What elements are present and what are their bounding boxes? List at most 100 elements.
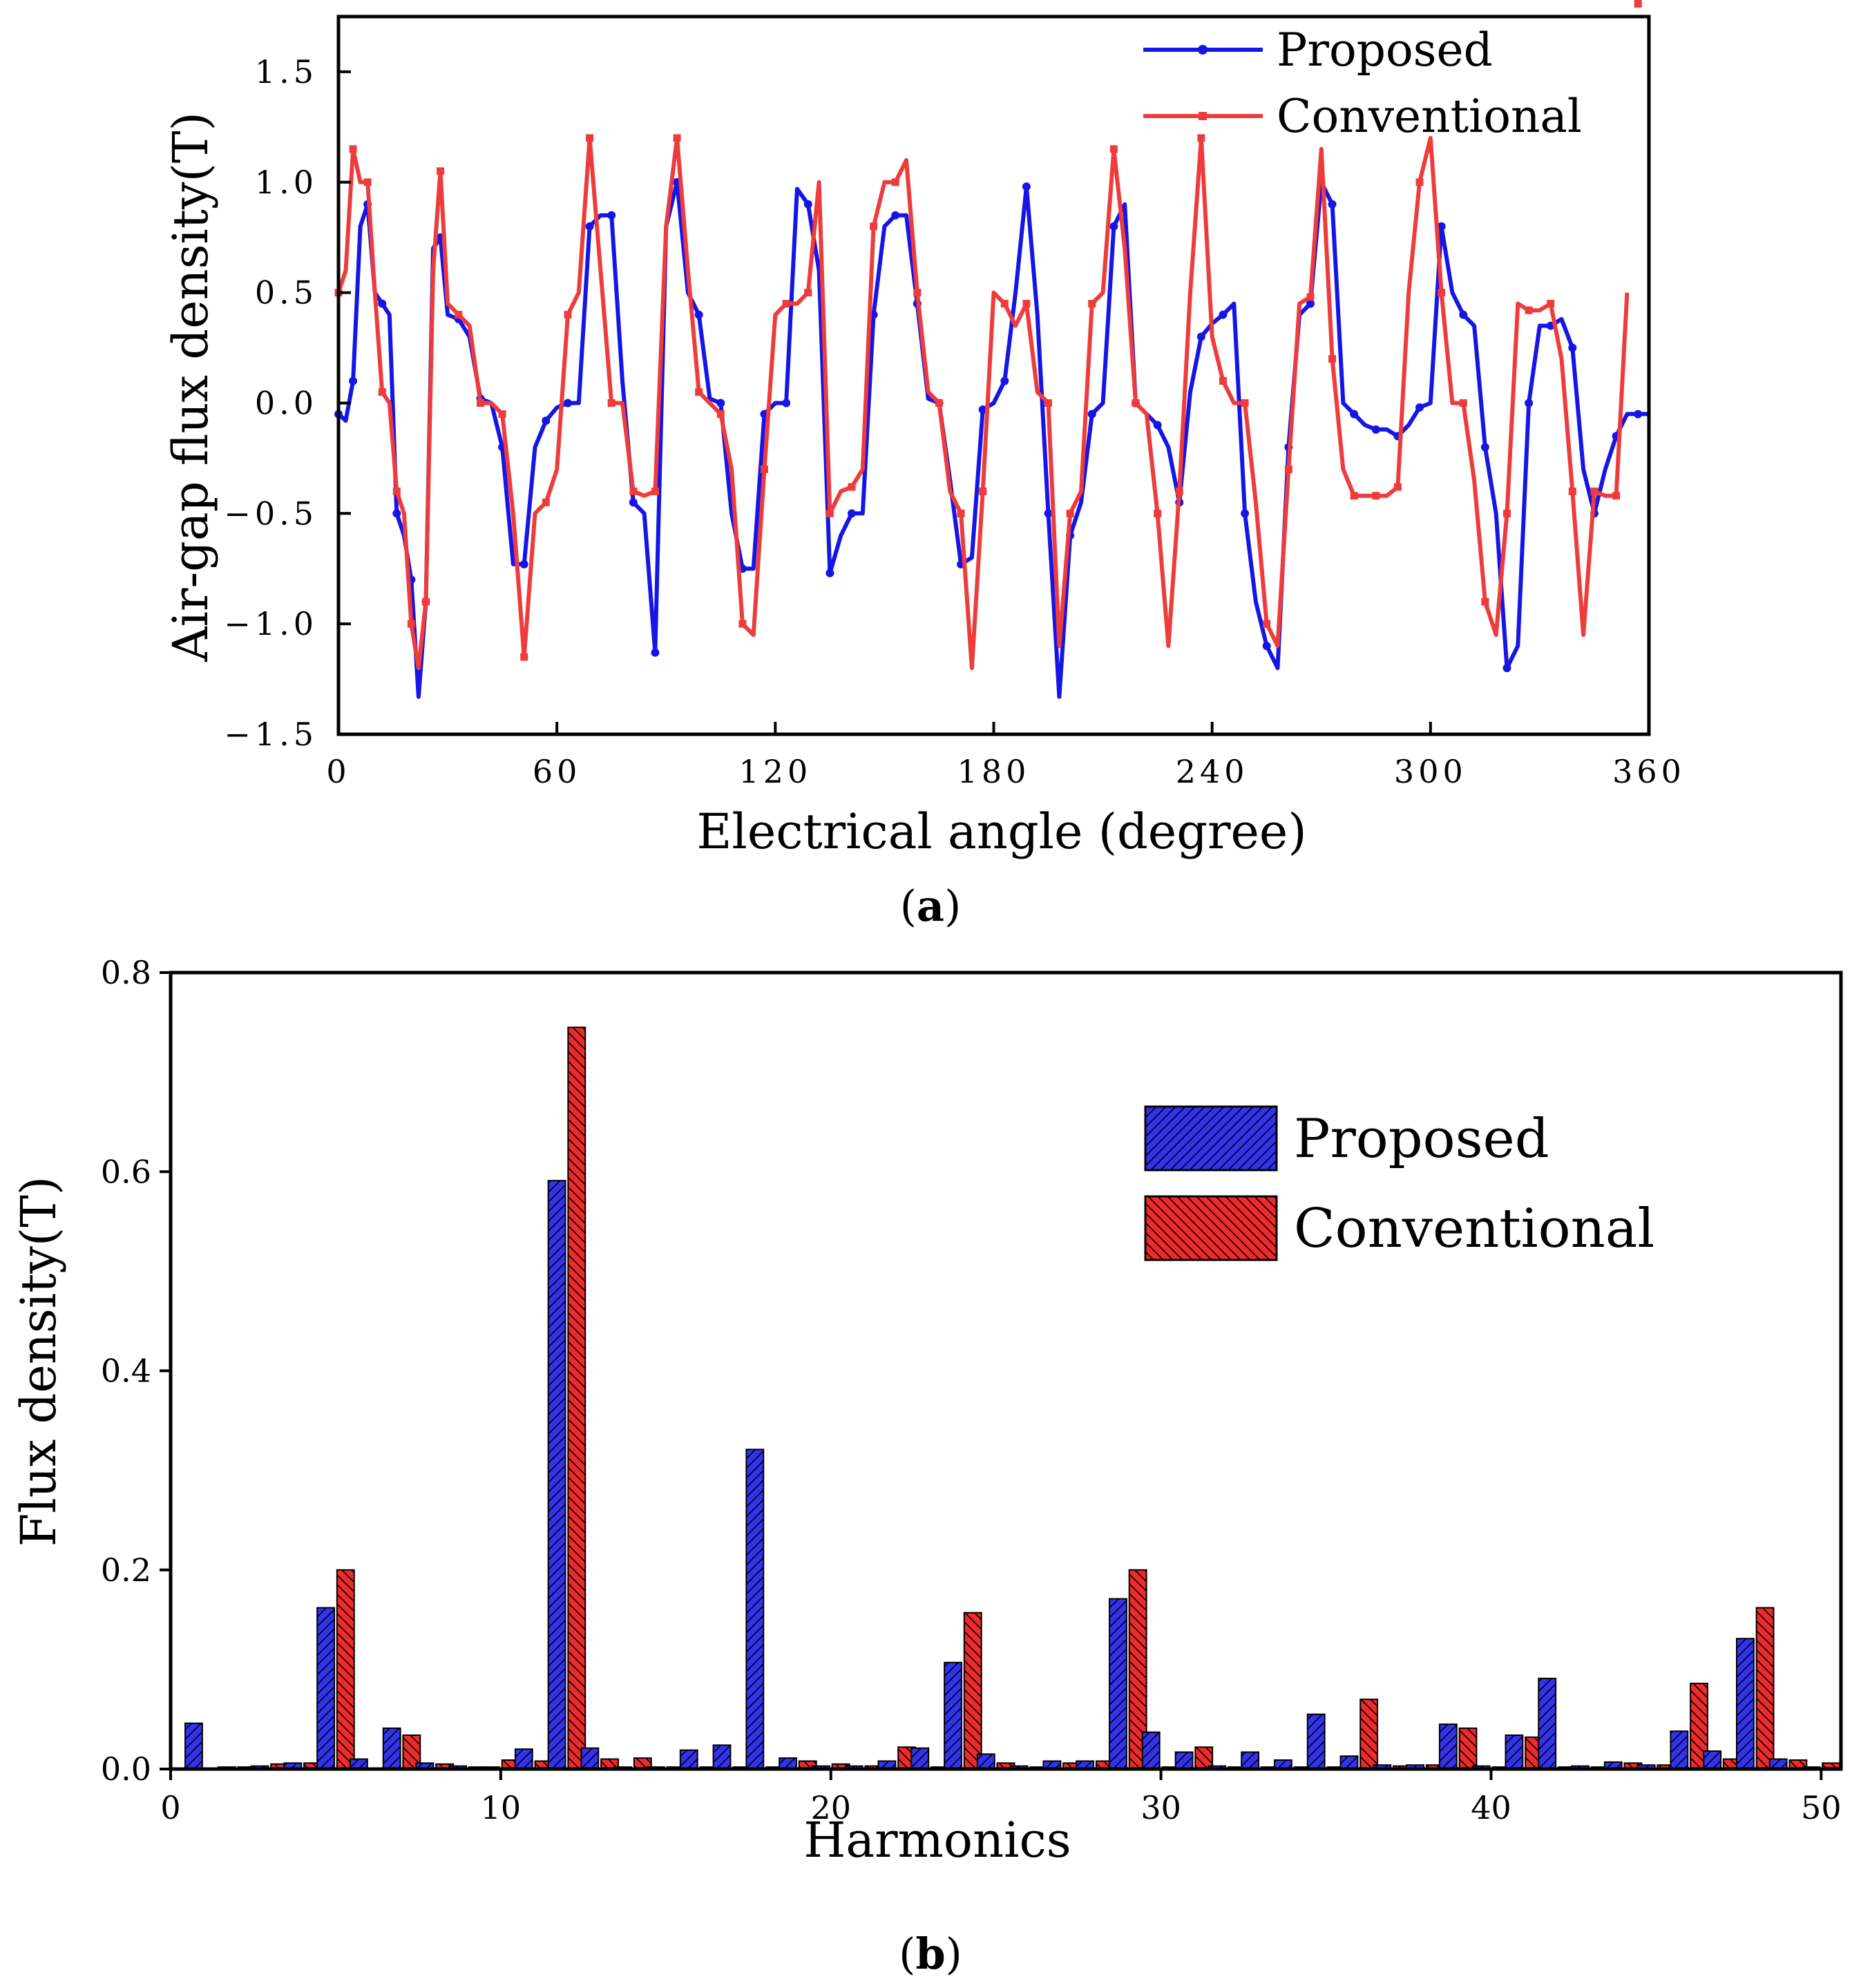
panel-b-y-axis-title: Flux density(T)	[10, 1176, 67, 1547]
panel-a-x-tick-label: 0	[326, 753, 350, 790]
panel-b-x-tick-label: 30	[1141, 1789, 1181, 1826]
panel-a-label: (a)	[900, 881, 962, 931]
panel-a-y-tick-label: 0.5	[255, 274, 318, 312]
panel-a-point-conventional	[979, 487, 987, 495]
panel-b-legend-label-conventional: Conventional	[1294, 1198, 1654, 1260]
panel-b-bar-hatch-proposed	[1637, 1765, 1655, 1769]
panel-a-point-conventional	[363, 178, 372, 187]
panel-b-legend-swatch-hatch-conventional	[1145, 1196, 1277, 1260]
panel-a-legend-label-conventional: Conventional	[1277, 90, 1582, 143]
panel-a-point-conventional	[1547, 300, 1555, 308]
panel-a-point-conventional	[564, 311, 572, 319]
panel-a-point-proposed	[978, 405, 987, 414]
panel-b-y-tick-label: 0.2	[101, 1551, 151, 1589]
panel-a-point-conventional	[782, 300, 790, 308]
panel-a-y-tick-label: 1.0	[255, 164, 318, 201]
panel-a-x-tick-label: 60	[533, 753, 582, 790]
panel-a-point-conventional	[1241, 399, 1249, 407]
panel-a-point-conventional	[498, 410, 506, 418]
panel-b-bar-hatch-proposed	[515, 1749, 533, 1769]
panel-a-line-chart: 0 60 120 180 240 300 360 −1.5 −1.0 −0.5 0.0 0.5 1.0 1…	[162, 0, 1681, 931]
panel-b-bar-hatch-proposed	[779, 1758, 797, 1769]
panel-a-point-conventional	[1219, 376, 1227, 385]
panel-a-point-conventional	[1109, 145, 1118, 153]
panel-b-bar-hatch-proposed	[878, 1761, 896, 1769]
panel-a-point-conventional	[1044, 399, 1053, 407]
panel-b-bar-hatch-proposed	[1241, 1752, 1259, 1769]
panel-a-point-conventional	[455, 311, 463, 319]
panel-a-point-proposed	[563, 399, 572, 408]
panel-b-bar-hatch-proposed	[1307, 1714, 1325, 1769]
panel-b-x-tick-label: 20	[810, 1789, 851, 1826]
panel-a-legend-label-proposed: Proposed	[1277, 23, 1493, 77]
panel-b-bar-hatch-proposed	[1670, 1731, 1688, 1769]
panel-b-bar-hatch-conventional	[304, 1763, 321, 1769]
panel-a-y-tick-label: −1.0	[224, 605, 318, 642]
panel-b-bar-hatch-conventional	[1063, 1763, 1080, 1769]
panel-b-bar-hatch-conventional	[436, 1764, 454, 1769]
panel-b-bar-hatch-proposed	[1109, 1598, 1127, 1769]
panel-a-point-proposed	[1568, 343, 1577, 352]
panel-a-point-conventional	[520, 653, 528, 661]
panel-b-bar-hatch-proposed	[317, 1607, 335, 1769]
panel-a-point-proposed	[1022, 182, 1031, 191]
panel-b-bars-layer	[184, 1026, 1841, 1770]
panel-a-point-proposed	[519, 560, 528, 568]
panel-a-y-tick-label: −0.5	[224, 495, 318, 532]
panel-a-point-conventional	[1132, 399, 1140, 407]
panel-b-bar-hatch-conventional	[1096, 1761, 1114, 1769]
panel-a-point-conventional	[825, 509, 834, 517]
panel-a-point-proposed	[1196, 332, 1205, 341]
panel-a-y-tick-label: −1.5	[224, 716, 318, 753]
panel-b-x-axis-title: Harmonics	[803, 1812, 1071, 1868]
panel-a-point-conventional	[1612, 492, 1621, 500]
panel-a-point-conventional	[738, 620, 747, 628]
panel-a-point-conventional	[804, 289, 812, 297]
panel-a-point-conventional	[1459, 399, 1467, 407]
panel-b-bar-hatch-conventional	[633, 1758, 651, 1769]
panel-a-point-conventional	[477, 399, 485, 407]
panel-a-point-proposed	[1459, 310, 1468, 319]
panel-a-point-proposed	[1634, 410, 1643, 419]
panel-b-bar-hatch-conventional	[568, 1027, 586, 1769]
panel-b-bar-hatch-proposed	[1076, 1761, 1094, 1769]
panel-b-x-tick-label: 40	[1471, 1789, 1511, 1826]
panel-b-bar-hatch-conventional	[1459, 1728, 1477, 1769]
panel-a-label-letter: a	[917, 881, 944, 931]
panel-a-point-conventional	[349, 145, 357, 153]
panel-b-ticks: 0 10 20 30 40 50 0.0 0.2 0.4 0.6 0.8	[101, 954, 1842, 1826]
panel-b-x-tick-label: 50	[1801, 1789, 1842, 1826]
panel-a-point-conventional	[1197, 134, 1205, 142]
panel-a-point-proposed	[585, 222, 594, 231]
panel-b-bar-hatch-proposed	[1439, 1724, 1457, 1769]
panel-a-point-proposed	[782, 399, 791, 408]
panel-a-point-proposed	[1087, 410, 1096, 419]
panel-a-point-conventional	[1328, 355, 1337, 363]
panel-b-bar-hatch-proposed	[1175, 1752, 1193, 1769]
panel-a-point-conventional	[651, 487, 659, 495]
panel-b-bar-hatch-proposed	[680, 1750, 698, 1769]
panel-a-legend-marker-conventional	[1199, 112, 1207, 120]
panel-b-bar-hatch-conventional	[832, 1764, 850, 1769]
panel-a-point-conventional	[1154, 509, 1162, 517]
panel-a-y-axis-title: Air-gap flux density(T)	[162, 112, 219, 662]
panel-b-bar-hatch-proposed	[1142, 1732, 1160, 1769]
panel-b-bar-hatch-proposed	[1340, 1756, 1358, 1769]
panel-b-bar-hatch-proposed	[383, 1728, 401, 1769]
panel-b-bar-hatch-conventional	[336, 1569, 354, 1769]
panel-a-point-proposed	[891, 211, 900, 220]
panel-a-point-conventional	[1634, 0, 1642, 8]
panel-a-point-proposed	[716, 399, 725, 408]
panel-b-x-tick-label: 0	[160, 1789, 180, 1826]
panel-b-bar-hatch-proposed	[1604, 1761, 1622, 1769]
panel-b-y-tick-label: 0.4	[101, 1353, 151, 1390]
panel-a-point-proposed	[1153, 421, 1162, 430]
panel-a-point-conventional	[848, 483, 856, 491]
panel-b-bar-hatch-proposed	[1043, 1761, 1061, 1769]
panel-a-point-conventional	[891, 178, 899, 187]
panel-b-bar-hatch-proposed	[1703, 1751, 1721, 1769]
panel-b-bar-chart: 0 10 20 30 40 50 0.0 0.2 0.4 0.6 0.8 Proposed Conve…	[10, 954, 1843, 1979]
panel-b-bar-hatch-proposed	[944, 1662, 962, 1769]
panel-a-point-proposed	[542, 417, 551, 426]
